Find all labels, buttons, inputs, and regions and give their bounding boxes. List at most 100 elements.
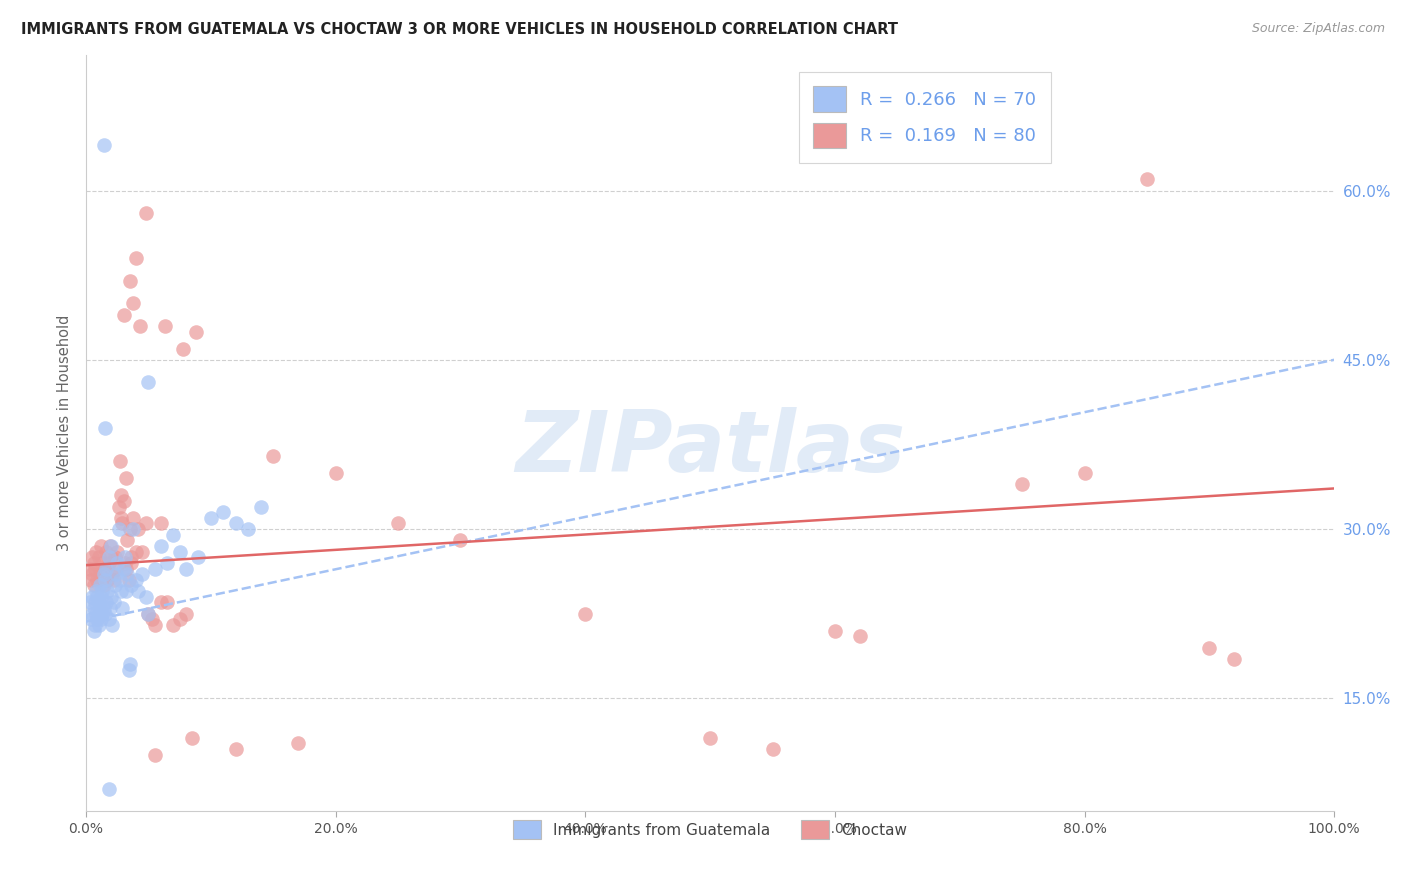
Point <box>212 505 235 519</box>
Point <box>131 567 153 582</box>
Point <box>187 550 209 565</box>
Point <box>87 550 110 565</box>
Point <box>93 601 115 615</box>
Point <box>238 522 260 536</box>
Point <box>122 522 145 536</box>
Point <box>117 663 139 677</box>
Point <box>83 601 105 615</box>
Point <box>125 544 148 558</box>
Point <box>94 544 117 558</box>
Point <box>94 561 117 575</box>
Point <box>153 318 176 333</box>
Point <box>97 550 120 565</box>
Point <box>115 561 138 575</box>
Point <box>174 607 197 621</box>
Point <box>184 325 207 339</box>
Point <box>93 578 115 592</box>
Point <box>135 590 157 604</box>
Point <box>135 206 157 220</box>
Point <box>120 550 142 565</box>
Point <box>127 522 149 536</box>
Point <box>94 595 117 609</box>
Point <box>97 612 120 626</box>
Point <box>824 624 846 638</box>
Point <box>174 561 197 575</box>
Point <box>89 567 111 582</box>
Point <box>82 567 104 582</box>
Point <box>249 500 271 514</box>
Point <box>100 539 122 553</box>
Point <box>87 607 110 621</box>
Point <box>107 500 129 514</box>
Point <box>1073 466 1095 480</box>
Point <box>94 561 117 575</box>
Point <box>97 781 120 796</box>
Point <box>135 516 157 531</box>
Point <box>98 539 121 553</box>
Point <box>90 612 112 626</box>
Point <box>80 612 103 626</box>
Point <box>162 527 184 541</box>
Legend: Immigrants from Guatemala, Choctaw: Immigrants from Guatemala, Choctaw <box>508 814 912 845</box>
Point <box>1198 640 1220 655</box>
Point <box>93 138 115 153</box>
Point <box>94 607 117 621</box>
Point <box>93 567 115 582</box>
Point <box>1223 652 1246 666</box>
Point <box>82 607 104 621</box>
Point <box>82 550 104 565</box>
Point <box>108 454 131 468</box>
Point <box>128 318 150 333</box>
Point <box>141 612 163 626</box>
Point <box>325 466 347 480</box>
Point <box>83 595 105 609</box>
Point <box>80 573 103 587</box>
Point <box>117 533 139 548</box>
Point <box>87 595 110 609</box>
Point <box>107 522 129 536</box>
Text: ZIPatlas: ZIPatlas <box>515 407 905 490</box>
Point <box>105 556 128 570</box>
Point <box>83 556 105 570</box>
Point <box>138 376 160 390</box>
Point <box>574 607 596 621</box>
Point <box>138 607 160 621</box>
Point <box>149 539 172 553</box>
Point <box>110 584 132 599</box>
Point <box>120 556 142 570</box>
Point <box>169 612 191 626</box>
Point <box>225 742 247 756</box>
Point <box>110 510 132 524</box>
Point <box>127 584 149 599</box>
Point <box>110 488 132 502</box>
Point <box>83 624 105 638</box>
Point <box>83 561 105 575</box>
Point <box>143 561 166 575</box>
Point <box>83 618 105 632</box>
Point <box>114 550 136 565</box>
Text: Source: ZipAtlas.com: Source: ZipAtlas.com <box>1251 22 1385 36</box>
Point <box>118 274 141 288</box>
Point <box>84 544 107 558</box>
Point <box>86 590 108 604</box>
Point <box>105 567 128 582</box>
Point <box>112 308 135 322</box>
Point <box>79 561 101 575</box>
Point <box>143 618 166 632</box>
Point <box>91 556 114 570</box>
Point <box>162 618 184 632</box>
Point <box>1136 172 1159 186</box>
Point <box>91 607 114 621</box>
Point <box>90 539 112 553</box>
Point <box>100 550 122 565</box>
Point <box>849 629 872 643</box>
Point <box>699 731 721 745</box>
Point <box>122 510 145 524</box>
Point <box>84 607 107 621</box>
Point <box>761 742 783 756</box>
Point <box>103 595 125 609</box>
Point <box>89 578 111 592</box>
Point <box>156 595 179 609</box>
Point <box>100 590 122 604</box>
Point <box>111 601 134 615</box>
